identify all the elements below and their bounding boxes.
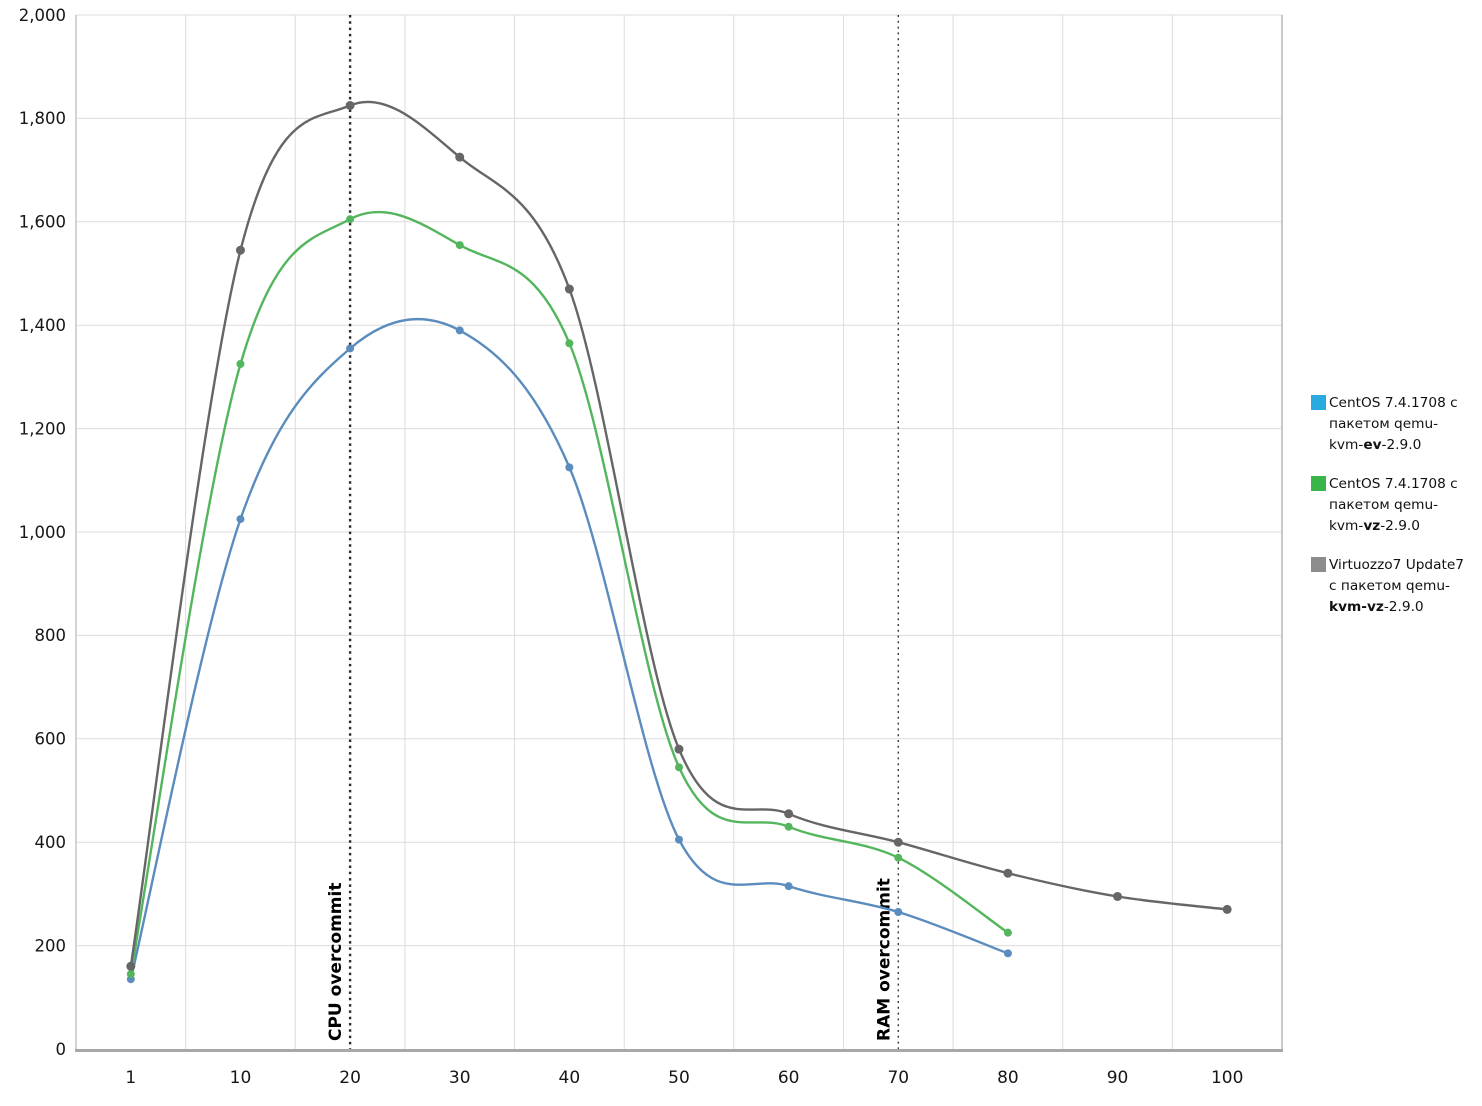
- data-point-marker: [1003, 868, 1013, 878]
- y-tick-label: 2,000: [19, 6, 66, 25]
- data-point-marker: [674, 744, 684, 754]
- data-point-marker: [455, 241, 464, 250]
- series-line: [129, 210, 1010, 976]
- y-tick-label: 200: [35, 936, 67, 955]
- legend-label-centos-ev: CentOS 7.4.1708 с пакетом qemu-kvm-ev-2.…: [1329, 393, 1470, 456]
- y-tick-label: 1,600: [19, 213, 66, 232]
- x-tick-label: 50: [668, 1068, 690, 1088]
- annotations: CPU overcommit RAM overcommit: [326, 15, 899, 1049]
- data-point-marker: [1113, 891, 1123, 901]
- legend-label-text: CentOS 7.4.1708 с пакетом qemu-kvm-: [1329, 476, 1458, 534]
- annotation-label-ram-overcommit: RAM overcommit: [874, 878, 894, 1041]
- y-tick-label: 1,200: [19, 419, 66, 438]
- data-point-marker: [236, 359, 245, 368]
- legend-item-virtuozzo: Virtuozzo7 Update7 с пакетом qemu-kvm-vz…: [1311, 555, 1473, 618]
- data-point-marker: [126, 961, 136, 971]
- legend-label-bold: kvm-vz: [1329, 599, 1384, 615]
- legend-item-centos-vz: CentOS 7.4.1708 с пакетом qemu-kvm-vz-2.…: [1311, 474, 1473, 537]
- legend-label-text: Virtuozzo7 Update7 с пакетом qemu-: [1329, 557, 1464, 594]
- series-line: [129, 318, 1010, 981]
- legend-label-bold: ev: [1363, 437, 1382, 453]
- legend-label-text: -2.9.0: [1383, 599, 1424, 615]
- legend-item-centos-ev: CentOS 7.4.1708 с пакетом qemu-kvm-ev-2.…: [1311, 393, 1473, 456]
- data-point-marker: [1003, 949, 1012, 958]
- data-point-marker: [455, 152, 465, 162]
- data-point-marker: [1222, 904, 1232, 914]
- x-tick-label: 30: [449, 1068, 471, 1088]
- data-point-marker: [893, 837, 903, 847]
- legend-label-bold: vz: [1363, 518, 1381, 534]
- x-tick-label: 90: [1107, 1068, 1129, 1088]
- data-point-marker: [675, 763, 683, 772]
- data-point-marker: [565, 463, 574, 472]
- legend-label-text: -2.9.0: [1381, 437, 1422, 453]
- legend-label-centos-vz: CentOS 7.4.1708 с пакетом qemu-kvm-vz-2.…: [1329, 474, 1470, 537]
- y-tick-label: 1,800: [19, 109, 66, 128]
- data-point-marker: [894, 907, 903, 916]
- data-point-marker: [455, 326, 464, 335]
- x-tick-label: 20: [339, 1068, 361, 1088]
- annotation-label-cpu-overcommit: CPU overcommit: [326, 883, 346, 1041]
- data-point-marker: [235, 245, 245, 255]
- data-point-marker: [784, 809, 794, 819]
- data-point-marker: [675, 835, 683, 844]
- data-point-marker: [126, 970, 135, 979]
- data-point-marker: [345, 100, 355, 110]
- x-tick-label: 10: [230, 1068, 252, 1088]
- y-tick-label: 1,400: [19, 316, 66, 335]
- legend-swatch-centos-ev: [1311, 395, 1326, 410]
- legend-swatch-centos-vz: [1311, 476, 1326, 491]
- data-point-marker: [784, 822, 793, 831]
- data-point-marker: [564, 284, 574, 294]
- x-tick-label: 80: [997, 1068, 1019, 1088]
- legend-swatch-virtuozzo: [1311, 557, 1326, 572]
- y-tick-label: 0: [56, 1040, 67, 1059]
- x-axis-labels: 1 10 20 30 40 50 60 70 80 90 100: [125, 1068, 1243, 1088]
- x-tick-label: 100: [1211, 1068, 1243, 1088]
- legend-label-text: CentOS 7.4.1708 с пакетом qemu-kvm-: [1329, 395, 1458, 453]
- y-gridlines: [76, 14, 1282, 947]
- data-point-marker: [894, 853, 903, 862]
- x-tick-label: 70: [887, 1068, 909, 1088]
- x-gridlines: [185, 15, 1173, 1049]
- series-virtuozzo: [126, 100, 1232, 971]
- chart-legend: CentOS 7.4.1708 с пакетом qemu-kvm-ev-2.…: [1311, 393, 1473, 636]
- legend-label-text: -2.9.0: [1380, 518, 1420, 534]
- data-point-marker: [784, 882, 793, 891]
- y-tick-label: 400: [35, 833, 67, 852]
- x-tick-label: 40: [559, 1068, 581, 1088]
- legend-label-virtuozzo: Virtuozzo7 Update7 с пакетом qemu-kvm-vz…: [1329, 555, 1470, 618]
- data-point-marker: [1003, 928, 1012, 937]
- y-tick-label: 800: [35, 626, 67, 645]
- x-tick-label: 1: [125, 1068, 136, 1088]
- series-qemu-kvm-vz: [126, 210, 1012, 979]
- y-axis-labels: 0 200 400 600 800 1,000 1,200 1,400 1,600 1,800 2,…: [19, 6, 66, 1059]
- axes: [75, 15, 1283, 1052]
- y-tick-label: 600: [35, 730, 67, 749]
- data-point-marker: [236, 515, 245, 524]
- data-point-marker: [346, 344, 355, 353]
- y-tick-label: 1,000: [19, 523, 66, 542]
- x-tick-label: 60: [778, 1068, 800, 1088]
- data-point-marker: [565, 339, 574, 348]
- data-point-marker: [346, 215, 355, 224]
